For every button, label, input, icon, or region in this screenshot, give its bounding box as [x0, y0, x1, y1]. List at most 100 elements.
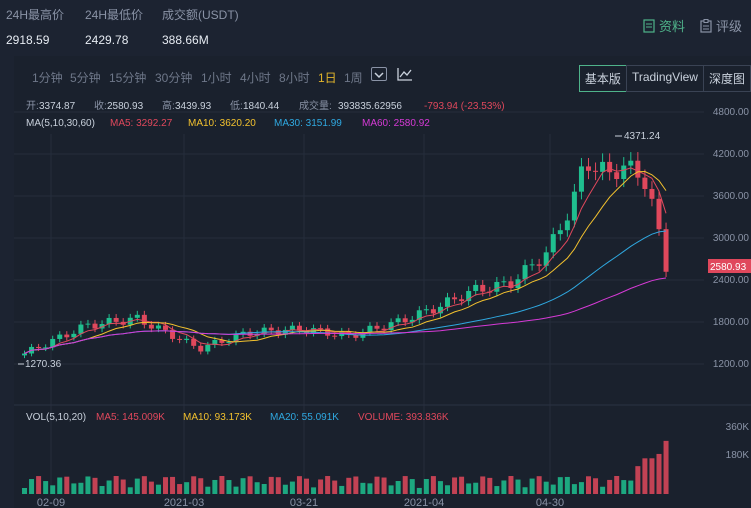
- ma60-legend: MA60: 2580.92: [362, 118, 430, 129]
- timeframe-5m[interactable]: 5分钟: [70, 71, 101, 85]
- volume-bar: [656, 453, 662, 494]
- volume-bar: [367, 483, 373, 494]
- volume-bar: [494, 486, 500, 494]
- candle-body: [92, 323, 98, 329]
- volume-bar: [141, 476, 147, 494]
- ohlc-open: 3374.87: [39, 101, 76, 112]
- price-axis: 4800.00 4200.00 3600.00 3000.00 2400.00 …: [713, 107, 750, 370]
- candle-body: [402, 318, 408, 323]
- ohlc-volume: 393835.62956: [338, 101, 402, 112]
- timeframe-15m[interactable]: 15分钟: [109, 71, 147, 85]
- volume-bars-layer: [22, 440, 669, 494]
- info-link[interactable]: 资料: [643, 16, 685, 35]
- candle-body: [423, 309, 429, 311]
- candle-body: [268, 327, 274, 331]
- candle-body: [656, 198, 662, 230]
- rating-link-label: 评级: [716, 19, 743, 34]
- volume-bar: [395, 481, 401, 494]
- price-tick: 2400.00: [713, 275, 750, 286]
- volume-bar: [332, 480, 338, 494]
- timeframe-1w[interactable]: 1周: [344, 71, 363, 85]
- timeframe-30m[interactable]: 30分钟: [155, 71, 193, 85]
- candle-body: [571, 191, 577, 221]
- tab-tradingview[interactable]: TradingView: [625, 65, 704, 92]
- volume-bar: [78, 482, 84, 494]
- volume-bar: [254, 482, 260, 494]
- volume-bar: [282, 484, 288, 494]
- candle-body: [529, 264, 535, 266]
- volume-bar: [663, 440, 669, 494]
- candle-body: [163, 325, 168, 330]
- vol-ma20-legend: MA20: 55.091K: [270, 412, 339, 423]
- volume-bar: [430, 476, 436, 494]
- candle-body: [233, 334, 239, 343]
- volume-bar: [99, 486, 105, 494]
- timeframe-4h[interactable]: 4小时: [240, 71, 271, 85]
- candle-body: [219, 340, 225, 343]
- candlestick-chart[interactable]: 开: 3374.87 收: 2580.93 高: 3439.93 低: 1840…: [14, 94, 751, 508]
- candle-body: [50, 338, 56, 348]
- chevron-down-icon[interactable]: [371, 67, 387, 81]
- price-tick: 4200.00: [713, 149, 750, 160]
- volume-bar: [543, 481, 549, 494]
- volume-bar: [381, 477, 387, 494]
- last-price-tag: [708, 259, 751, 273]
- rating-link[interactable]: 评级: [700, 16, 742, 35]
- volume-bar: [459, 476, 465, 494]
- timeframe-1d[interactable]: 1日: [318, 71, 337, 85]
- candle-body: [141, 314, 147, 325]
- tab-basic[interactable]: 基本版: [578, 65, 627, 92]
- candle-body: [134, 314, 140, 318]
- volume-bar: [642, 458, 648, 494]
- price-tick: 1200.00: [713, 359, 750, 370]
- volume-bar: [416, 487, 422, 494]
- timeframe-8h[interactable]: 8小时: [279, 71, 310, 85]
- candle-body: [628, 160, 634, 166]
- ohlc-low: 1840.44: [243, 101, 280, 112]
- volume-bar: [600, 486, 606, 494]
- volume-bar: [480, 476, 486, 494]
- indicator-chart-icon[interactable]: [397, 67, 413, 81]
- tab-depth[interactable]: 深度图: [702, 65, 751, 92]
- volume-bar: [487, 477, 493, 494]
- ohlc-close-label: 收:: [94, 99, 107, 112]
- price-tick: 1800.00: [713, 317, 750, 328]
- volume-bar: [473, 482, 479, 494]
- candle-body: [578, 166, 584, 192]
- candle-body: [184, 338, 190, 340]
- candle-body: [473, 284, 479, 291]
- candle-body: [318, 328, 324, 330]
- candle-body: [522, 265, 528, 280]
- candle-body: [325, 328, 331, 336]
- volume-bar: [346, 477, 352, 494]
- candle-body: [261, 327, 267, 334]
- volume-bar: [36, 476, 42, 494]
- volume-bar: [586, 476, 591, 494]
- volume-bar: [374, 476, 380, 494]
- volume-bar: [226, 480, 232, 494]
- candle-body: [198, 345, 204, 352]
- volume-bar: [466, 483, 472, 494]
- volume-bar: [564, 476, 570, 494]
- stat-turnover: 成交额(USDT) 388.66M: [162, 6, 239, 47]
- candles-layer: [22, 152, 669, 359]
- volume-bar: [529, 478, 535, 494]
- price-tick: 4800.00: [713, 107, 750, 118]
- timeframe-1h[interactable]: 1小时: [201, 71, 232, 85]
- candle-body: [177, 338, 183, 340]
- candle-body: [64, 334, 70, 338]
- candle-body: [550, 234, 556, 253]
- timeframe-1m[interactable]: 1分钟: [32, 71, 63, 85]
- volume-bar: [311, 487, 317, 494]
- volume-bar: [628, 480, 634, 494]
- volume-bar: [106, 480, 112, 494]
- view-tabs: 基本版 TradingView 深度图: [578, 65, 751, 92]
- candle-body: [289, 325, 295, 330]
- volume-bar: [64, 476, 70, 494]
- volume-bar: [304, 478, 309, 494]
- volume-bar: [508, 476, 514, 494]
- candle-body: [381, 328, 387, 331]
- vol-tick: 360K: [726, 422, 750, 433]
- candle-body: [170, 329, 176, 339]
- price-tick: 3600.00: [713, 191, 750, 202]
